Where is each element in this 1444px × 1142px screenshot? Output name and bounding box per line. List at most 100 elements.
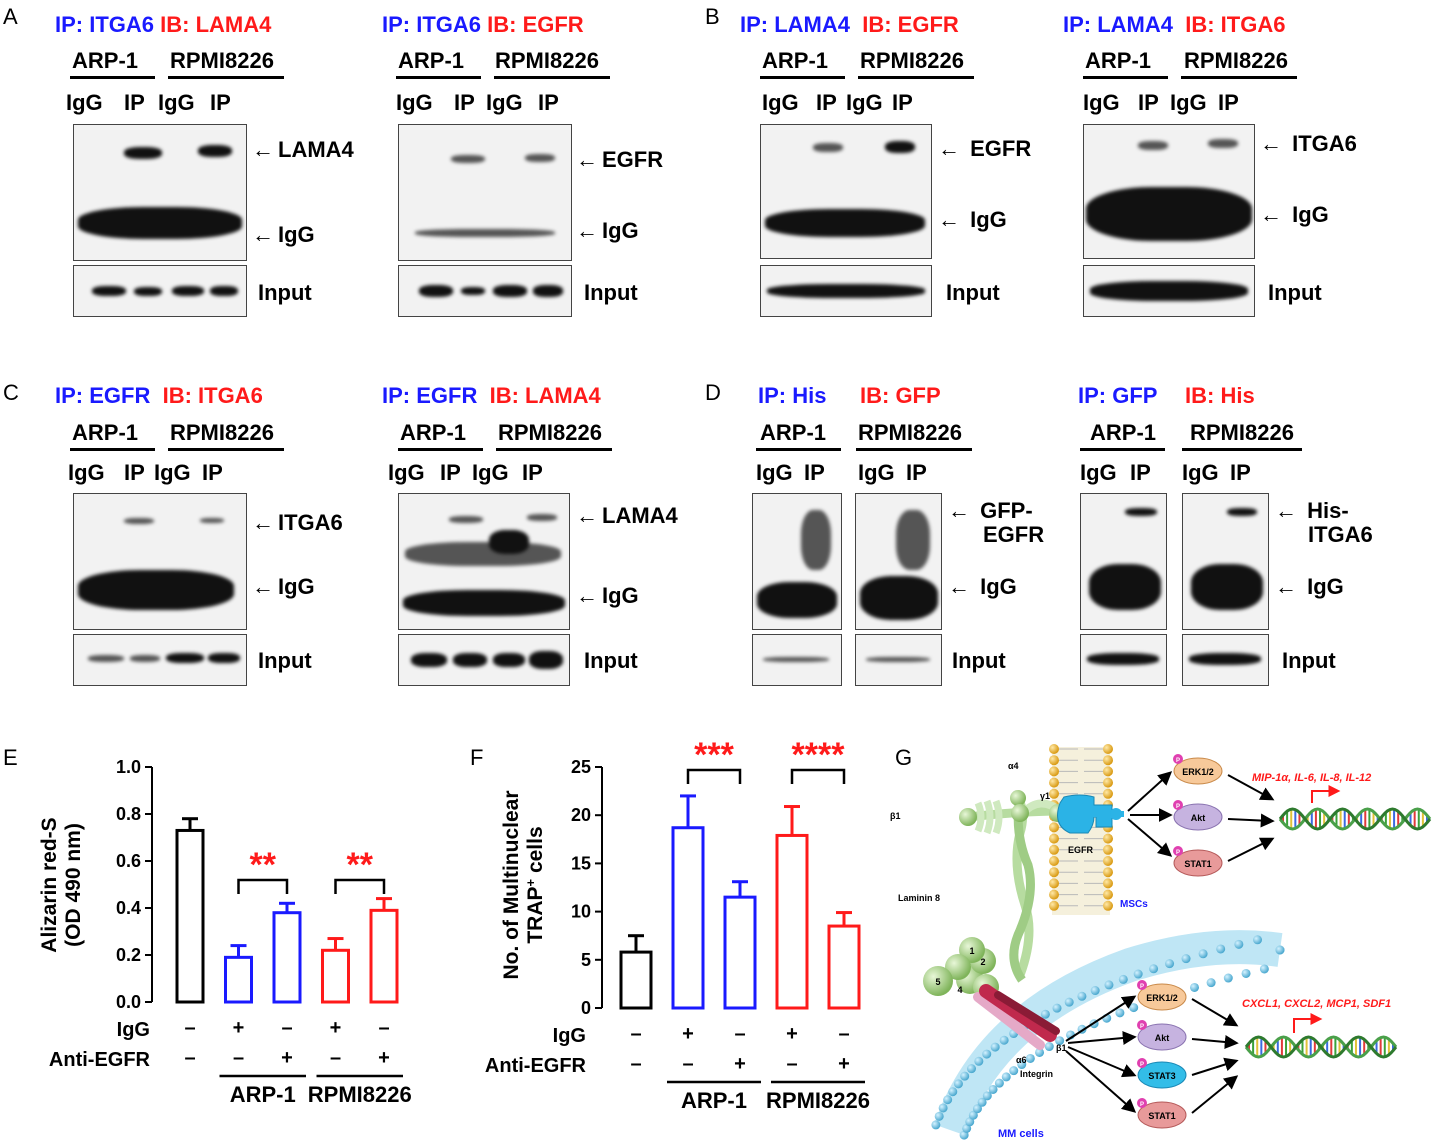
domain-5: 5	[935, 977, 940, 987]
lipid-head	[1103, 856, 1113, 866]
lane-label: IgG	[1080, 460, 1117, 485]
lipid-head	[1104, 980, 1114, 990]
akt-label: Akt	[1155, 1033, 1170, 1043]
lipid-head	[1049, 900, 1059, 911]
laminin-domains: 1 2 3 4 5	[923, 937, 999, 1000]
row1-sign: +	[682, 1023, 694, 1045]
lane-label: IgG	[66, 90, 103, 115]
lipid-head	[1040, 1009, 1050, 1019]
akt-node	[1173, 803, 1223, 831]
row2-sign: –	[682, 1053, 693, 1075]
lane-label: IP	[892, 90, 913, 115]
lipid-head	[1049, 755, 1059, 766]
lipid-head	[938, 1103, 948, 1113]
panel-letter-g: G	[895, 745, 913, 770]
lipid-head	[1149, 964, 1159, 974]
cell-line-label: RPMI8226	[1184, 48, 1288, 73]
lipid-head	[1035, 1047, 1045, 1057]
integrin-label: Integrin	[1020, 1069, 1053, 1079]
transcription-arrow	[1293, 1013, 1323, 1033]
lane-rule	[168, 76, 284, 79]
lipid-head	[1044, 1042, 1054, 1052]
row2-sign: –	[786, 1053, 797, 1075]
lipid-head	[990, 1042, 1000, 1052]
lane-label: IP	[804, 460, 825, 485]
akt-label: Akt	[1191, 813, 1206, 823]
lipid-head	[1103, 788, 1113, 799]
bar	[272, 911, 302, 1004]
lipid-head	[1129, 1003, 1139, 1013]
phospho-label: P	[1140, 1062, 1144, 1068]
row1-label: IgG	[553, 1025, 586, 1047]
ib-label: IB: LAMA4	[160, 12, 272, 37]
lane-label: IgG	[472, 460, 509, 485]
lane-label: IgG	[68, 460, 105, 485]
lipid-head	[931, 1120, 941, 1130]
phospho-dot	[1137, 980, 1147, 990]
stat3-label: STAT3	[1148, 1071, 1175, 1081]
input-label: Input	[946, 280, 1000, 305]
band-label: ← LAMA4	[576, 503, 678, 528]
gamma1-label: γ1	[1040, 791, 1050, 801]
panel-letter-f: F	[470, 745, 484, 770]
lipid-head	[1049, 766, 1059, 777]
input-blot	[398, 265, 572, 317]
lipid-head	[968, 1110, 978, 1120]
input-blot	[1083, 265, 1255, 317]
phospho-label: P	[1176, 758, 1180, 764]
lane-label: IP	[454, 90, 475, 115]
phospho-dot	[1173, 800, 1183, 810]
lane-rule	[1080, 448, 1165, 451]
bar	[723, 895, 757, 1010]
lipid-head	[1064, 997, 1074, 1007]
lane-label: IgG	[486, 90, 523, 115]
lane-rule	[1083, 76, 1168, 79]
input-label: Input	[1282, 648, 1336, 673]
ib-label: IB: His	[1185, 383, 1255, 408]
blot-image	[398, 124, 572, 261]
bar	[671, 826, 705, 1010]
band-label: ← IgG	[252, 574, 315, 599]
lipid-head	[1049, 844, 1059, 855]
input-label: Input	[584, 280, 638, 305]
lipid-head	[1115, 1008, 1125, 1018]
lipid-head	[972, 1104, 982, 1114]
lane-rule	[70, 448, 155, 451]
lane-label: IgG	[396, 90, 433, 115]
y-tick-label: 0.8	[116, 804, 141, 824]
lipid-head	[1049, 889, 1059, 900]
lipid-head	[943, 1095, 953, 1105]
phospho-dot	[1137, 1020, 1147, 1030]
phospho-dot	[1173, 846, 1183, 856]
lane-rule	[396, 76, 481, 79]
lipid-head	[1090, 986, 1100, 996]
lipid-head	[1103, 755, 1113, 766]
cell-line-label: RPMI8226	[495, 48, 599, 73]
phospho-label: P	[1176, 850, 1180, 856]
lipid-head	[965, 1117, 975, 1127]
lipid-head	[1165, 959, 1175, 969]
ip-label: IP: ITGA6	[382, 12, 482, 37]
ib-label: IB: EGFR	[487, 12, 584, 37]
lipid-head	[1049, 822, 1059, 833]
erk-node	[1137, 983, 1187, 1011]
phospho-label: P	[1176, 804, 1180, 810]
chart-f-ylabel-1: No. of Multinuclear	[500, 791, 523, 980]
lipid-head	[1103, 889, 1113, 900]
lipid-head	[966, 1064, 976, 1074]
band-label: ← IgG	[1260, 202, 1329, 227]
blot-image	[855, 493, 942, 630]
band-label: ← ITGA6	[1260, 131, 1357, 156]
lane-label: IP	[522, 460, 543, 485]
mm-cells-label: MM cells	[998, 1128, 1044, 1140]
input-label: Input	[1268, 280, 1322, 305]
row2-sign: +	[838, 1053, 850, 1075]
cell-line-label: ARP-1	[398, 48, 465, 73]
row1-sign: +	[786, 1023, 798, 1045]
input-label: Input	[258, 648, 312, 673]
band-label: ← IgG	[948, 574, 1017, 599]
integrin-dimer	[973, 984, 1060, 1050]
ib-label: IB: GFP	[860, 383, 941, 408]
band-label: EGFR	[983, 522, 1045, 547]
y-tick-label: 20	[571, 805, 591, 825]
